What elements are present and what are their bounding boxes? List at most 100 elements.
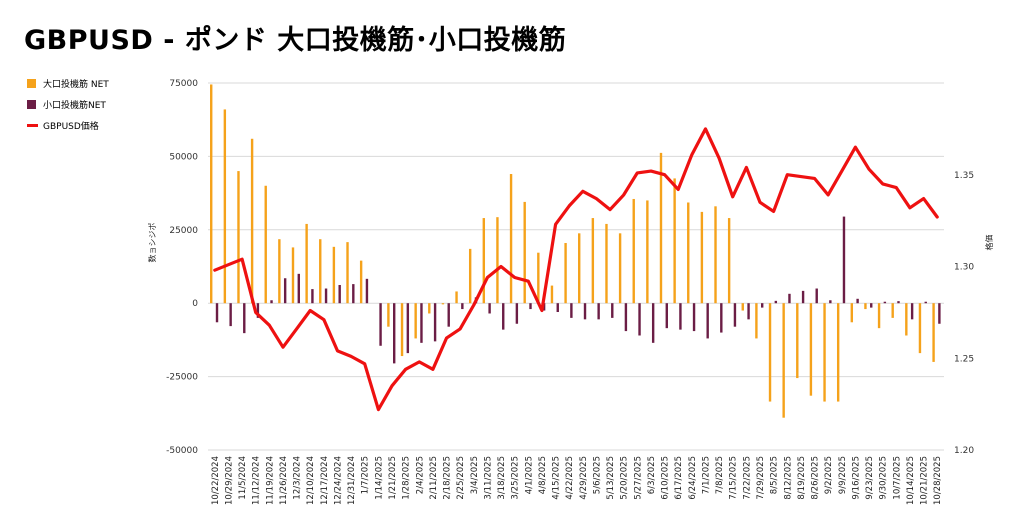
bar-large-speculators [537, 252, 540, 304]
bar-large-speculators [250, 138, 254, 304]
x-tick-label: 3/18/2025 [497, 456, 507, 500]
bar-small-speculators [447, 303, 450, 327]
x-tick-label: 2/18/2025 [443, 456, 453, 500]
bar-small-speculators [556, 303, 559, 313]
bar-small-speculators [243, 303, 246, 334]
x-tick-label: 5/13/2025 [606, 456, 616, 500]
x-tick-label: 4/22/2025 [565, 456, 575, 500]
y-tick-label: -50000 [166, 446, 198, 456]
x-tick-label: 8/26/2025 [811, 456, 821, 500]
x-tick-label: 10/14/2025 [906, 456, 916, 505]
x-tick-label: 7/1/2025 [702, 456, 712, 494]
x-tick-label: 4/15/2025 [552, 456, 562, 500]
bar-small-speculators [897, 301, 900, 304]
bar-large-speculators [687, 202, 690, 304]
bar-small-speculators [938, 303, 941, 324]
bar-small-speculators [856, 298, 859, 304]
bar-large-speculators [468, 248, 472, 304]
y2-tick-label: 1.25 [954, 354, 974, 364]
bar-large-speculators [578, 233, 581, 304]
x-tick-label: 6/17/2025 [674, 456, 684, 500]
y2-tick-label: 1.35 [954, 171, 974, 181]
legend-label-large: 大口投機筋 NET [43, 80, 109, 90]
x-tick-label: 10/28/2025 [933, 456, 943, 505]
x-tick-label: 12/17/2024 [320, 456, 330, 505]
x-tick-label: 7/8/2025 [715, 456, 725, 494]
bar-small-speculators [801, 290, 805, 304]
bar-large-speculators [305, 223, 308, 304]
bar-large-speculators [850, 303, 854, 323]
y-tick-label: 75000 [169, 79, 198, 89]
x-tick-label: 6/24/2025 [688, 456, 698, 500]
bar-large-speculators [414, 303, 417, 339]
legend-swatch-small [27, 100, 36, 109]
x-tick-label: 8/5/2025 [770, 456, 780, 494]
bar-large-speculators [210, 84, 213, 304]
x-tick-label: 6/10/2025 [661, 456, 671, 500]
bar-small-speculators [611, 303, 614, 318]
bar-small-speculators [829, 300, 832, 304]
x-tick-label: 4/8/2025 [538, 456, 548, 494]
legend: 大口投機筋 NET 小口投機筋NET GBPUSD価格 [27, 78, 109, 141]
x-tick-label: 11/19/2024 [265, 456, 275, 505]
bar-small-speculators [692, 303, 696, 332]
x-tick-label: 12/24/2024 [334, 456, 344, 505]
bar-large-speculators [441, 303, 445, 305]
legend-label-price: GBPUSD価格 [43, 122, 99, 132]
x-tick-label: 1/28/2025 [402, 456, 412, 500]
bar-small-speculators [311, 289, 314, 304]
bar-small-speculators [665, 303, 668, 329]
bar-large-speculators [223, 109, 227, 304]
legend-label-small: 小口投機筋NET [43, 101, 106, 111]
bar-small-speculators [570, 303, 573, 318]
bar-large-speculators [428, 303, 431, 314]
bar-small-speculators [624, 303, 628, 332]
x-tick-label: 5/27/2025 [633, 456, 643, 500]
bar-small-speculators [515, 303, 519, 324]
bar-large-speculators [564, 243, 567, 304]
bar-small-speculators [883, 301, 887, 304]
x-tick-label: 3/4/2025 [470, 456, 480, 494]
x-tick-label: 10/21/2025 [920, 456, 930, 505]
bar-large-speculators [359, 260, 363, 304]
legend-swatch-large [27, 79, 36, 88]
legend-item-gbpusd-price[interactable]: GBPUSD価格 [27, 120, 109, 132]
x-tick-label: 1/14/2025 [374, 456, 384, 500]
bar-small-speculators [842, 216, 846, 304]
bar-large-speculators [618, 233, 622, 304]
y-axis-label: 数ョシジポ [147, 223, 157, 263]
bar-large-speculators [809, 303, 813, 396]
x-tick-label: 1/21/2025 [388, 456, 398, 500]
bar-small-speculators [461, 303, 464, 310]
bar-small-speculators [352, 284, 355, 304]
y-tick-label: 0 [192, 299, 198, 309]
bar-small-speculators [406, 303, 410, 354]
legend-swatch-price [27, 124, 38, 127]
bar-large-speculators [605, 223, 608, 304]
bar-large-speculators [864, 303, 867, 310]
y-tick-label: -25000 [166, 373, 198, 383]
legend-item-large-speculators[interactable]: 大口投機筋 NET [27, 78, 109, 90]
bar-large-speculators [796, 303, 799, 379]
bar-small-speculators [583, 303, 587, 320]
x-tick-label: 1/7/2025 [361, 456, 371, 494]
bar-large-speculators [509, 174, 513, 304]
bar-small-speculators [365, 278, 369, 304]
bar-small-speculators [420, 303, 423, 343]
x-tick-label: 9/2/2025 [824, 456, 834, 494]
legend-item-small-speculators[interactable]: 小口投機筋NET [27, 99, 109, 111]
x-tick-label: 2/4/2025 [415, 456, 425, 494]
x-tick-label: 2/25/2025 [456, 456, 466, 500]
bar-large-speculators [646, 200, 649, 304]
bar-small-speculators [815, 288, 818, 304]
bar-large-speculators [714, 206, 717, 304]
x-tick-label: 9/23/2025 [865, 456, 875, 500]
bar-small-speculators [256, 303, 260, 318]
bar-small-speculators [679, 303, 682, 330]
y2-tick-label: 1.30 [954, 263, 974, 273]
bar-large-speculators [891, 303, 894, 318]
bar-small-speculators [638, 303, 641, 336]
bar-large-speculators [237, 171, 240, 304]
bar-large-speculators [932, 303, 935, 362]
